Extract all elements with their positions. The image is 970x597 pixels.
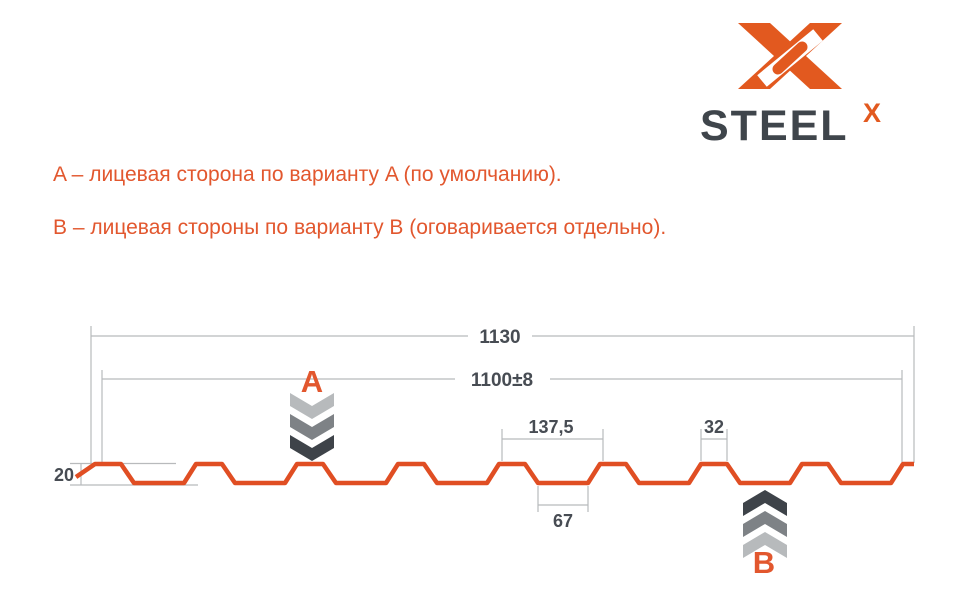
- chevron-down-icon: [290, 435, 334, 461]
- note-line-b: B – лицевая стороны по варианту B (огова…: [53, 216, 667, 239]
- dim-rib-pitch: 137,5: [501, 417, 604, 461]
- marker-b-label: B: [753, 545, 775, 580]
- brand-logo: STEEL X: [700, 16, 910, 150]
- chevron-down-icon: [290, 414, 334, 440]
- dim-valley-label: 67: [553, 511, 573, 531]
- chevron-up-icon: [743, 490, 787, 516]
- marker-a-label: A: [301, 364, 323, 399]
- dim-overall-label: 1130: [479, 327, 520, 348]
- marker-a: A: [290, 364, 334, 461]
- dim-rib-top: 32: [700, 417, 728, 461]
- chevron-down-icon: [290, 393, 334, 419]
- dim-overall-width: 1130: [90, 326, 915, 464]
- logo-sup-x: X: [863, 98, 882, 128]
- dim-pitch-label: 137,5: [528, 417, 573, 437]
- sheet-profile-line: [74, 461, 914, 486]
- logo-link-middle: [772, 41, 808, 75]
- note-line-a: A – лицевая сторона по варианту A (по ум…: [53, 163, 562, 186]
- chevron-up-icon: [743, 532, 787, 558]
- marker-b: B: [743, 490, 787, 580]
- dim-working-label: 1100±8: [471, 370, 533, 391]
- dim-valley: 67: [537, 486, 589, 531]
- logo-wordmark: STEEL: [700, 102, 849, 150]
- dim-working-width: 1100±8: [101, 370, 903, 464]
- chevron-up-icon: [743, 511, 787, 537]
- dim-ribtop-label: 32: [704, 417, 724, 437]
- dim-height-label: 20: [54, 465, 74, 485]
- steelx-x-icon: [738, 23, 842, 89]
